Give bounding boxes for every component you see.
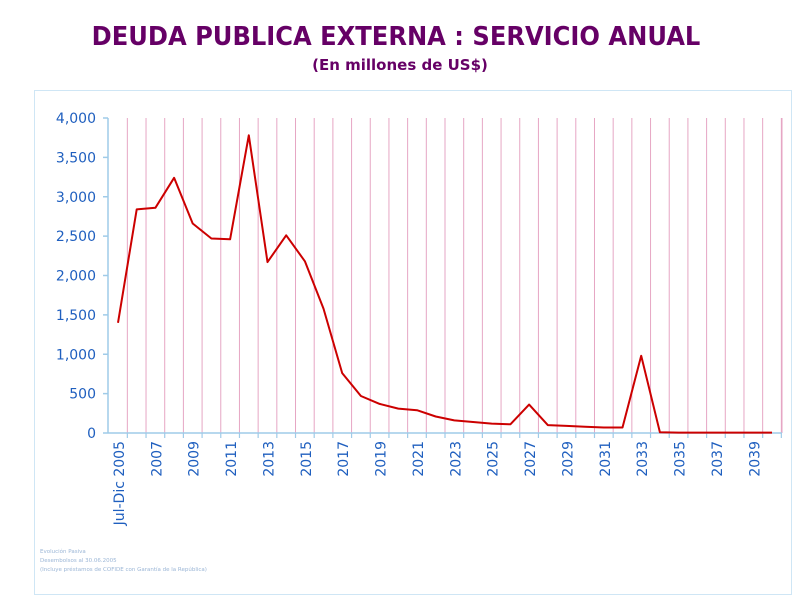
y-tick-label: 4,000 [56,111,96,127]
x-tick-label: 2039 [747,441,763,477]
y-tick-label: 2,000 [56,269,96,285]
chart-title-block: DEUDA PUBLICA EXTERNA : SERVICIO ANUAL (… [0,22,800,74]
x-tick-label: Jul-Dic 2005 [112,441,128,526]
x-tick-label: 2029 [560,441,576,477]
x-tick-label: 2013 [261,441,277,477]
chart-notes: Evolución Pasiva Desembolsos al 30.06.20… [40,548,207,575]
x-tick-label: 2015 [299,441,315,477]
x-tick-label: 2009 [187,441,203,477]
y-tick-label: 500 [69,387,96,403]
x-tick-label: 2017 [336,441,352,477]
chart-title: DEUDA PUBLICA EXTERNA : SERVICIO ANUAL [91,22,701,52]
x-tick-label: 2007 [149,441,165,477]
y-tick-label: 3,000 [56,190,96,206]
x-tick-label: 2035 [673,441,689,477]
chart-frame [34,90,792,595]
x-tick-label: 2031 [598,441,614,477]
chart-subtitle: (En millones de US$) [312,56,488,74]
note-line: Desembolsos al 30.06.2005 [40,558,117,564]
x-tick-label: 2021 [411,441,427,477]
y-tick-label: 3,500 [56,150,96,166]
y-tick-label: 2,500 [56,229,96,245]
y-tick-label: 0 [87,426,96,442]
y-tick-label: 1,500 [56,308,96,324]
y-tick-label: 1,000 [56,347,96,363]
x-tick-label: 2027 [523,441,539,477]
x-tick-label: 2037 [710,441,726,477]
x-tick-label: 2023 [448,441,464,477]
x-tick-label: 2019 [374,441,390,477]
note-line: (Incluye préstamos de COFIDE con Garantí… [40,567,207,573]
x-tick-label: 2033 [635,441,651,477]
x-tick-label: 2011 [224,441,240,477]
x-tick-label: 2025 [486,441,502,477]
series-line [117,134,772,434]
note-line: Evolución Pasiva [40,549,86,555]
